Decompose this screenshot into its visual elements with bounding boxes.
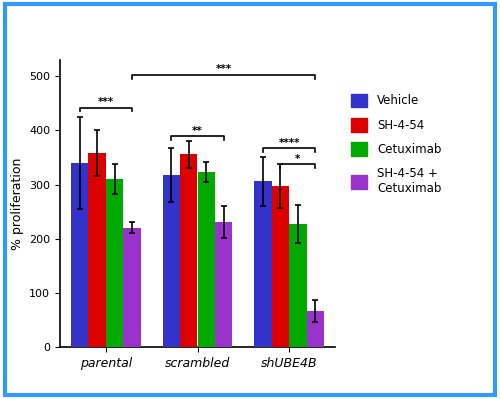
Text: ****: ****: [278, 138, 300, 148]
Bar: [215, 222, 232, 347]
Bar: [289, 223, 306, 347]
Bar: [272, 186, 289, 347]
Bar: [71, 163, 88, 347]
Bar: [106, 179, 123, 347]
Bar: [162, 175, 180, 347]
Bar: [198, 172, 215, 347]
Bar: [254, 181, 272, 347]
Text: **: **: [192, 126, 203, 136]
Text: ***: ***: [98, 97, 114, 107]
Legend: Vehicle, SH-4-54, Cetuximab, SH-4-54 +
Cetuximab: Vehicle, SH-4-54, Cetuximab, SH-4-54 + C…: [351, 94, 442, 195]
Bar: [123, 228, 140, 347]
Y-axis label: % proliferation: % proliferation: [10, 157, 24, 250]
Bar: [88, 153, 106, 347]
Text: ***: ***: [216, 65, 232, 75]
Bar: [180, 154, 198, 347]
Text: *: *: [295, 154, 300, 164]
Bar: [306, 311, 324, 347]
